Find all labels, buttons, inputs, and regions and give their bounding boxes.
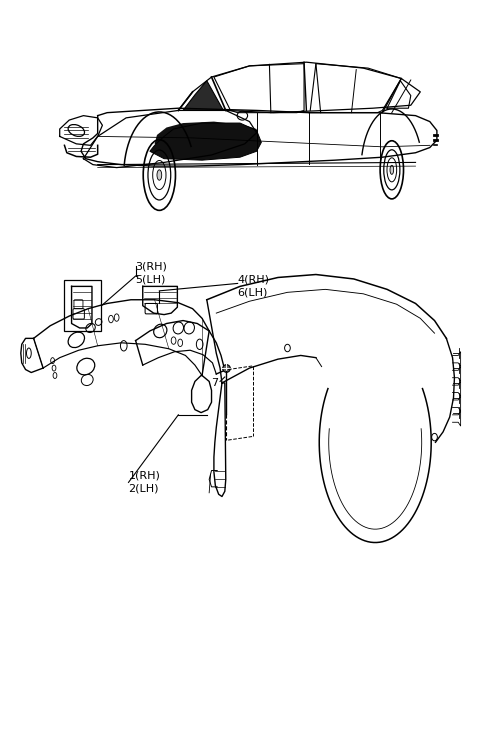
Ellipse shape	[157, 170, 162, 180]
Bar	[63, 280, 101, 331]
Polygon shape	[150, 123, 261, 160]
Polygon shape	[155, 122, 257, 151]
Text: 2(LH): 2(LH)	[129, 483, 159, 494]
Ellipse shape	[390, 165, 394, 174]
Text: 5(LH): 5(LH)	[136, 275, 166, 285]
Text: 6(LH): 6(LH)	[238, 287, 268, 298]
Text: 7: 7	[212, 378, 219, 388]
Polygon shape	[183, 81, 223, 111]
Text: 1(RH): 1(RH)	[129, 470, 160, 481]
Text: 4(RH): 4(RH)	[238, 275, 270, 285]
Text: 3(RH): 3(RH)	[136, 261, 168, 272]
